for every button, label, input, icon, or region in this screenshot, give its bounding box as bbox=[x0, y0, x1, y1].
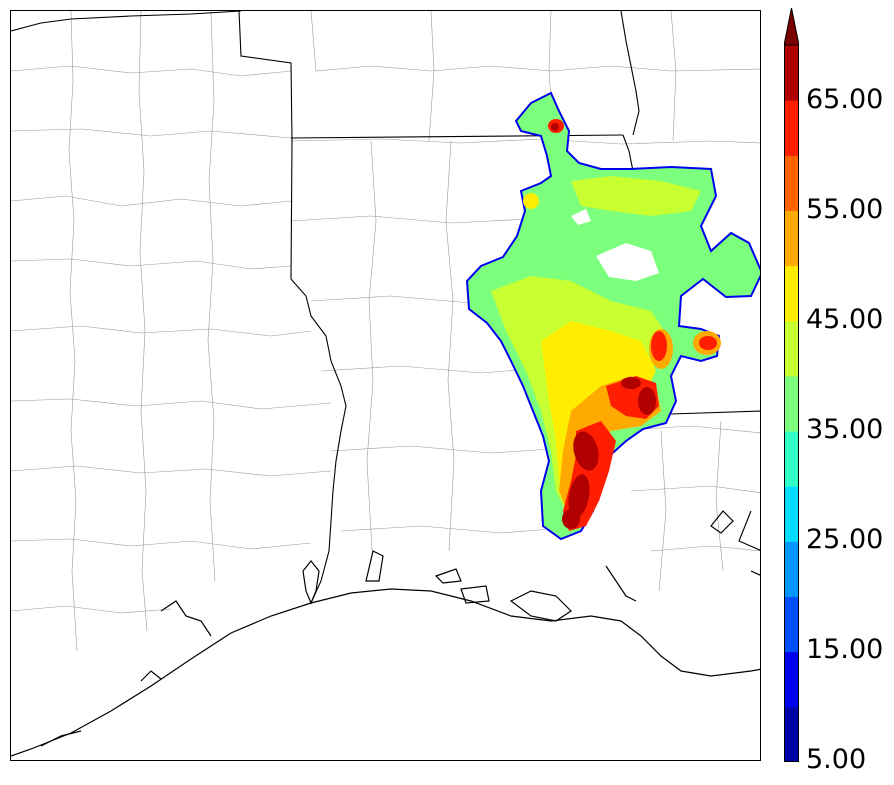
colorbar-level-55 bbox=[784, 155, 799, 211]
reflectivity-field bbox=[465, 91, 760, 541]
colorbar-tick-15: 15.00 bbox=[806, 634, 884, 665]
colorbar-level-15 bbox=[784, 596, 799, 653]
colorbar-level-30 bbox=[784, 431, 799, 487]
colorbar-tick-65: 65.00 bbox=[806, 84, 884, 115]
cell-max-3 bbox=[562, 509, 580, 529]
colorbar-tick-25: 25.00 bbox=[806, 524, 884, 555]
colorbar-level-20 bbox=[784, 541, 799, 598]
map-canvas bbox=[11, 11, 760, 757]
field-hole-2 bbox=[596, 243, 659, 281]
colorbar-level-25 bbox=[784, 486, 799, 542]
colorbar-level-50 bbox=[784, 210, 799, 267]
map-panel bbox=[10, 10, 761, 761]
cell-nw-yellow bbox=[523, 193, 539, 209]
cell-max-5 bbox=[621, 377, 641, 389]
coastline bbox=[11, 510, 760, 757]
colorbar-level-60 bbox=[784, 100, 799, 156]
cell-east-red bbox=[651, 331, 667, 361]
colorbar-level-40 bbox=[784, 320, 799, 377]
colorbar-tick-5: 5.00 bbox=[806, 744, 867, 775]
colorbar-level-45 bbox=[784, 265, 799, 322]
cell-max-1 bbox=[573, 431, 599, 471]
cell-far-east-red bbox=[699, 336, 717, 350]
colorbar-level-35 bbox=[784, 375, 799, 432]
field-mid-north bbox=[571, 176, 701, 216]
cell-max-2 bbox=[568, 474, 590, 518]
colorbar-tick-45: 45.00 bbox=[806, 304, 884, 335]
colorbar-border bbox=[784, 44, 799, 762]
colorbar-level-65 bbox=[784, 45, 799, 101]
cell-max-4 bbox=[638, 387, 656, 415]
colorbar-extend-arrow bbox=[784, 8, 799, 46]
colorbar-level-10 bbox=[784, 651, 799, 708]
field-hole-1 bbox=[571, 209, 591, 225]
cell-max-6 bbox=[551, 123, 559, 131]
colorbar-tick-55: 55.00 bbox=[806, 194, 884, 225]
colorbar bbox=[784, 8, 799, 762]
colorbar-tick-35: 35.00 bbox=[806, 414, 884, 445]
colorbar-level-5 bbox=[784, 706, 799, 762]
